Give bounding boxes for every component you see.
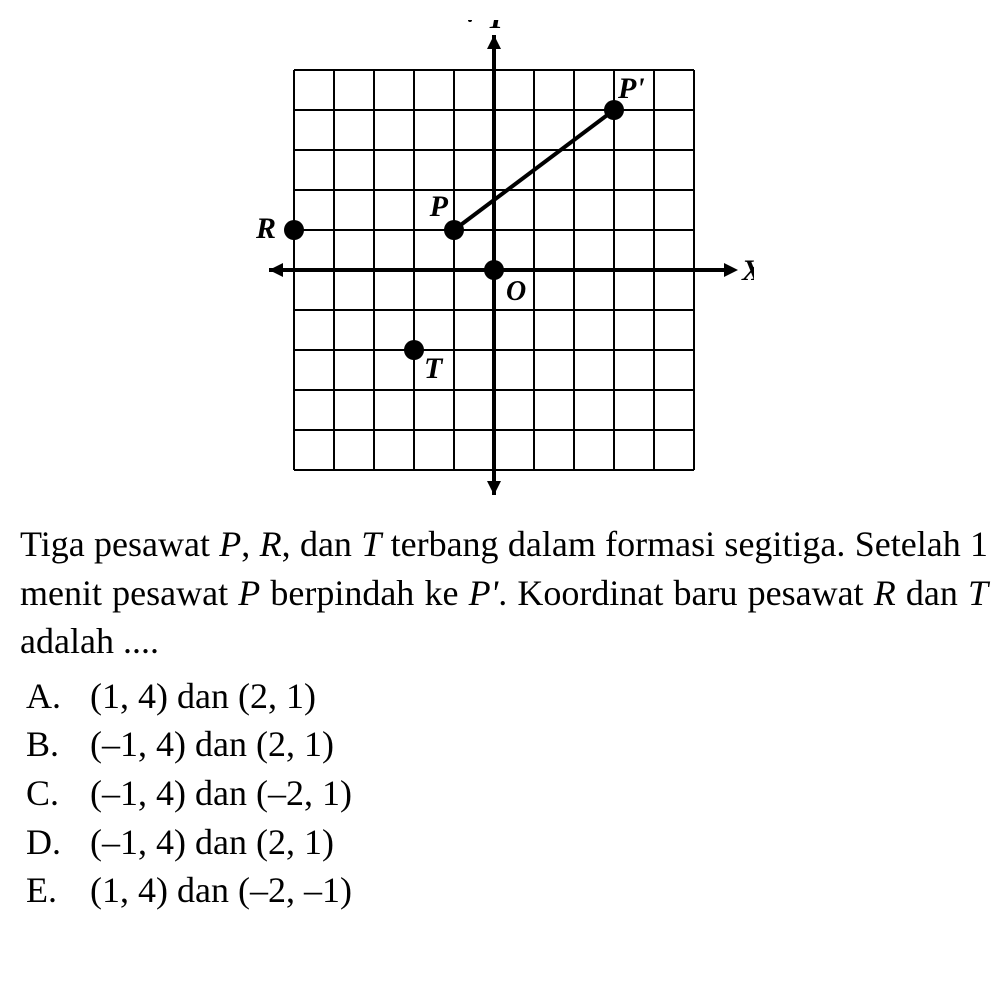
option-b: B. (–1, 4) dan (2, 1): [20, 720, 988, 769]
svg-text:Y: Y: [487, 20, 508, 35]
option-letter: B.: [20, 720, 90, 769]
option-a: A. (1, 4) dan (2, 1): [20, 672, 988, 721]
option-text: (1, 4) dan (–2, –1): [90, 866, 988, 915]
svg-text:R: R: [255, 212, 276, 245]
option-letter: A.: [20, 672, 90, 721]
coordinate-grid-chart: R P T P' Y X O: [254, 20, 754, 510]
page-container: R P T P' Y X O Tiga pesawat P, R, dan T terban…: [20, 20, 988, 915]
svg-text:O: O: [506, 276, 526, 307]
svg-text:T: T: [424, 352, 444, 385]
question-line: Tiga pesawat P, R, dan T terbang dalam f…: [20, 524, 988, 661]
options-list: A. (1, 4) dan (2, 1) B. (–1, 4) dan (2, …: [20, 672, 988, 915]
svg-text:X: X: [741, 254, 754, 287]
option-text: (–1, 4) dan (–2, 1): [90, 769, 988, 818]
option-text: (1, 4) dan (2, 1): [90, 672, 988, 721]
option-letter: E.: [20, 866, 90, 915]
svg-text:P: P: [429, 190, 449, 223]
chart-container: R P T P' Y X O: [20, 20, 988, 510]
option-letter: C.: [20, 769, 90, 818]
option-letter: D.: [20, 818, 90, 867]
option-c: C. (–1, 4) dan (–2, 1): [20, 769, 988, 818]
option-text: (–1, 4) dan (2, 1): [90, 720, 988, 769]
question-text: Tiga pesawat P, R, dan T terbang dalam f…: [20, 520, 988, 666]
option-text: (–1, 4) dan (2, 1): [90, 818, 988, 867]
option-d: D. (–1, 4) dan (2, 1): [20, 818, 988, 867]
option-e: E. (1, 4) dan (–2, –1): [20, 866, 988, 915]
svg-text:P': P': [617, 72, 645, 105]
